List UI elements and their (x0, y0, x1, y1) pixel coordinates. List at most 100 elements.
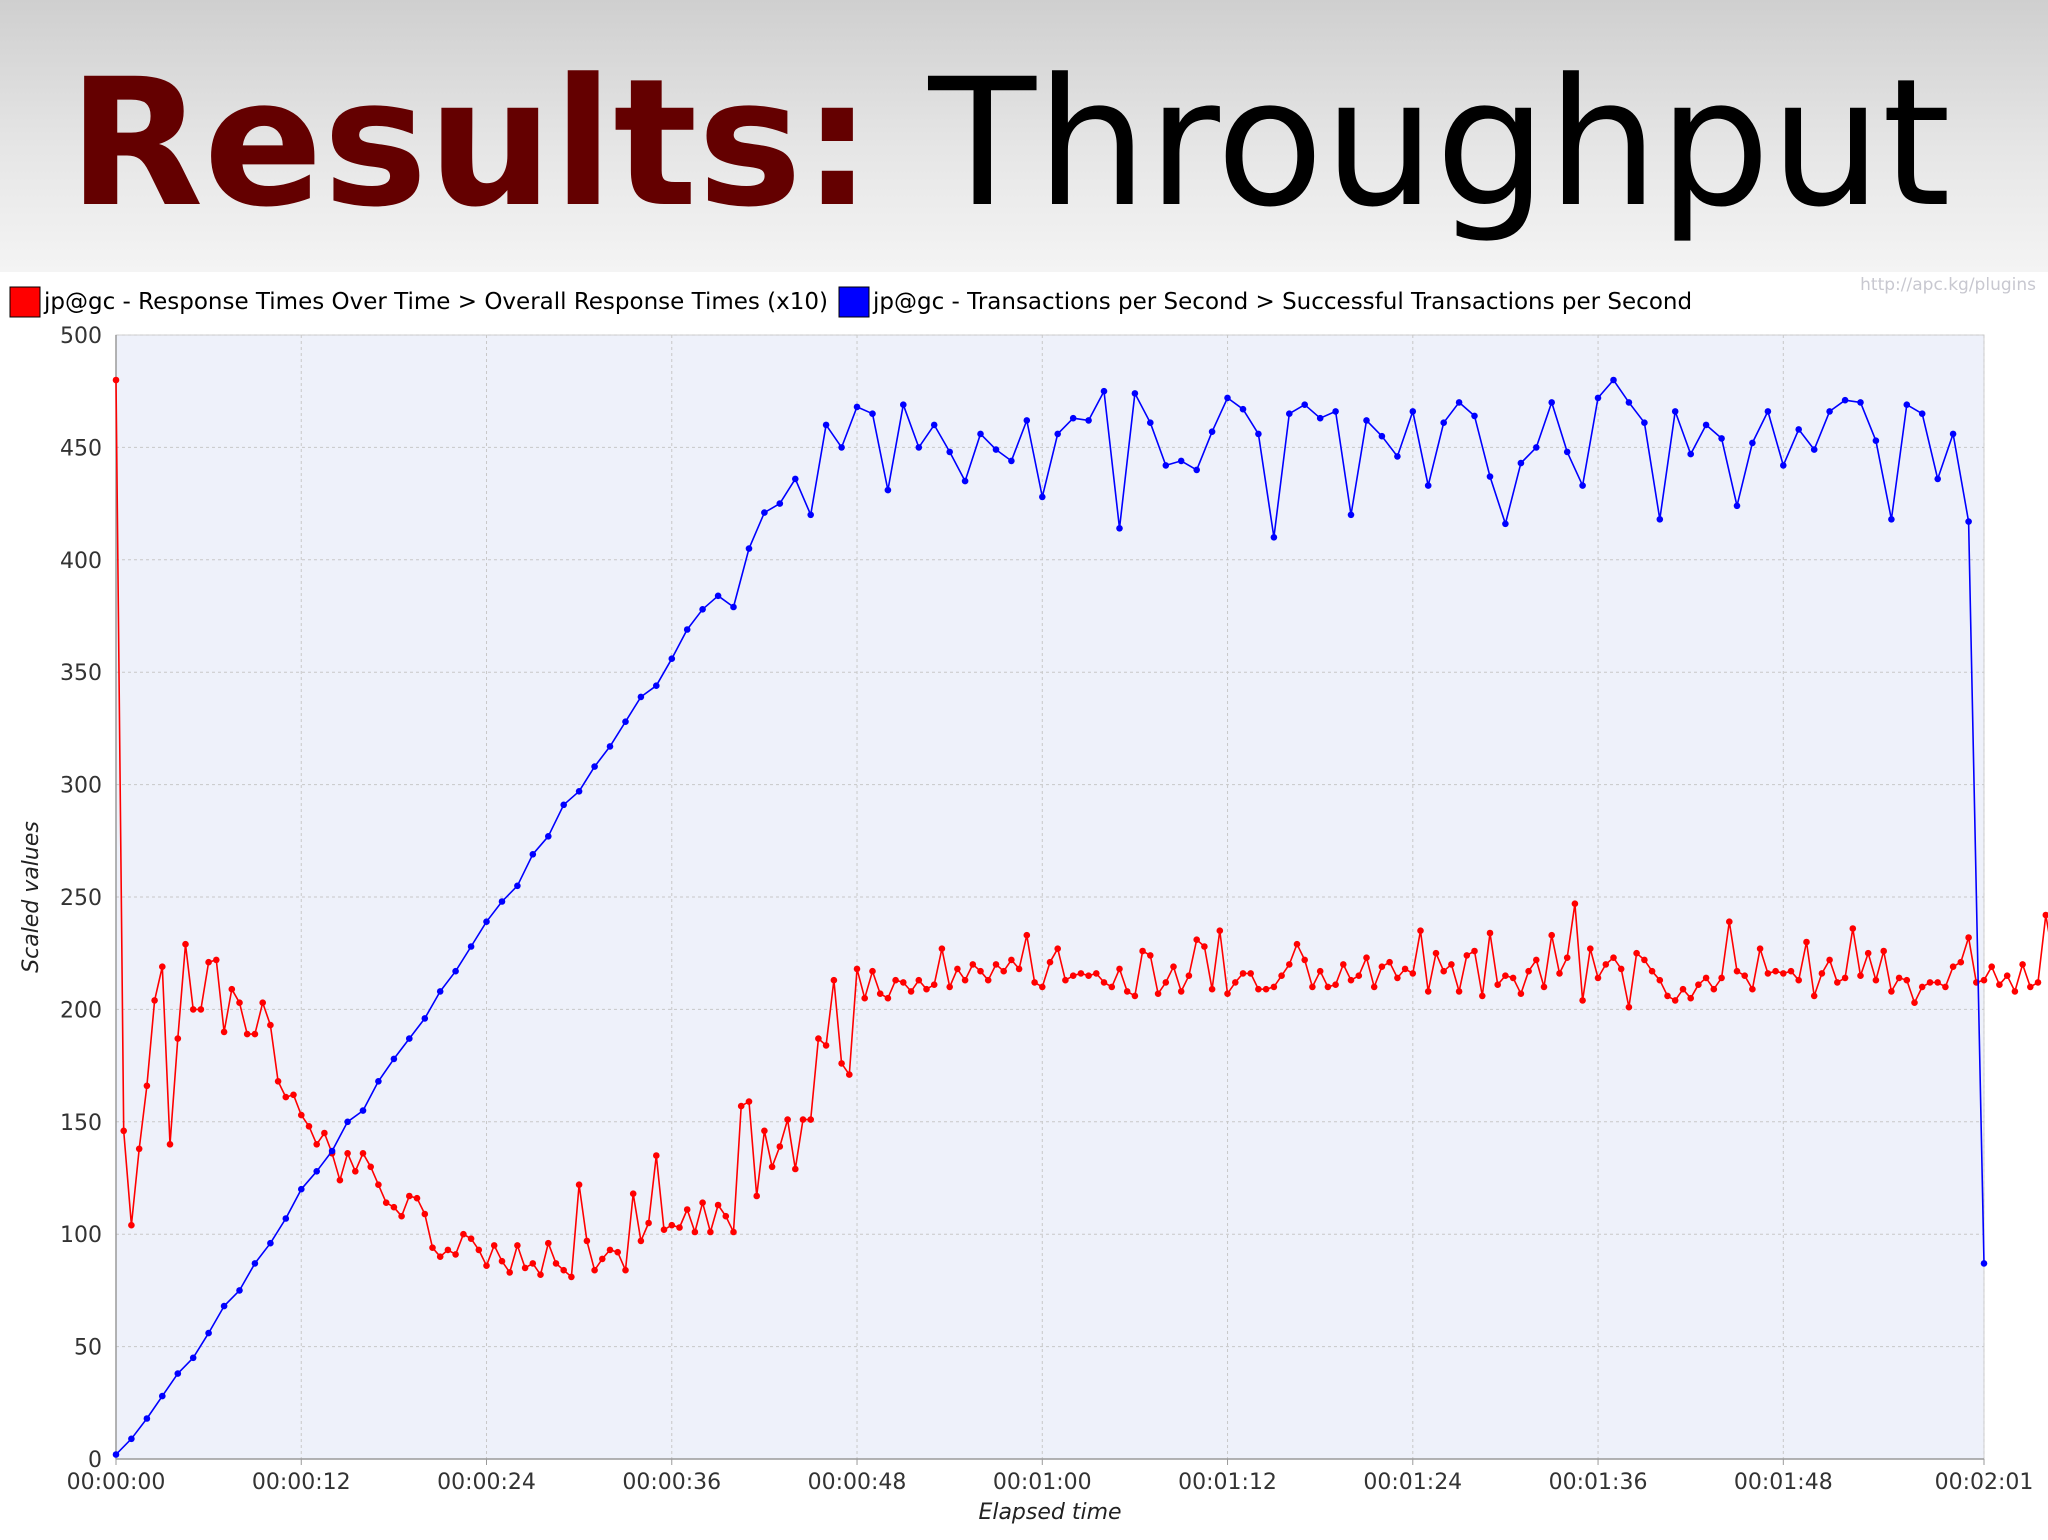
data-point (1394, 975, 1401, 982)
data-point (1417, 927, 1424, 934)
data-point (1116, 966, 1123, 973)
data-point (576, 1181, 583, 1188)
data-point (1687, 995, 1694, 1002)
data-point (939, 945, 946, 952)
data-point (962, 977, 969, 984)
data-point (406, 1193, 413, 1200)
data-point (1618, 966, 1625, 973)
data-point (715, 593, 722, 600)
data-point (1487, 473, 1494, 480)
data-point (1062, 977, 1069, 984)
data-point (1456, 988, 1463, 995)
data-point (1780, 970, 1787, 977)
y-tick-label: 350 (60, 661, 102, 686)
data-point (113, 1451, 120, 1458)
data-point (1031, 979, 1038, 986)
y-tick-label: 250 (60, 886, 102, 911)
y-tick-label: 200 (60, 998, 102, 1023)
data-point (1332, 981, 1339, 988)
data-point (622, 718, 629, 725)
y-tick-label: 300 (60, 774, 102, 799)
data-point (885, 487, 892, 494)
data-point (1595, 395, 1602, 402)
data-point (283, 1094, 290, 1101)
x-axis-label: Elapsed time (978, 1500, 1121, 1525)
data-point (1734, 968, 1741, 975)
data-point (1440, 968, 1447, 975)
x-tick-label: 00:00:48 (808, 1470, 907, 1495)
data-point (1749, 986, 1756, 993)
data-point (1564, 449, 1571, 456)
data-point (1726, 918, 1733, 925)
data-point (676, 1224, 683, 1231)
data-point (182, 941, 189, 948)
data-point (1101, 979, 1108, 986)
data-point (823, 422, 830, 429)
data-point (1070, 972, 1077, 979)
data-point (1780, 462, 1787, 469)
data-point (1085, 972, 1092, 979)
data-point (159, 963, 166, 970)
data-point (1556, 970, 1563, 977)
data-point (221, 1029, 228, 1036)
data-point (1024, 417, 1031, 424)
data-point (1633, 950, 1640, 957)
data-point (1193, 936, 1200, 943)
data-point (537, 1271, 544, 1278)
data-point (1379, 963, 1386, 970)
data-point (1039, 494, 1046, 501)
data-point (1286, 410, 1293, 417)
data-point (1672, 997, 1679, 1004)
data-point (1695, 981, 1702, 988)
data-point (1340, 961, 1347, 968)
data-point (1163, 462, 1170, 469)
data-point (993, 961, 1000, 968)
data-point (1826, 957, 1833, 964)
data-point (2043, 912, 2048, 919)
data-point (1456, 399, 1463, 406)
data-point (784, 1116, 791, 1123)
data-point (769, 1164, 776, 1171)
data-point (653, 1152, 660, 1159)
data-point (869, 410, 876, 417)
data-point (360, 1107, 367, 1114)
legend-swatch-response (10, 287, 40, 317)
data-point (290, 1092, 297, 1099)
data-point (1294, 941, 1301, 948)
data-point (684, 626, 691, 633)
data-point (1865, 950, 1872, 957)
data-point (1548, 932, 1555, 939)
slide-header: Results: Throughput (0, 0, 2048, 272)
data-point (970, 961, 977, 968)
data-point (815, 1035, 822, 1042)
data-point (954, 966, 961, 973)
data-point (1116, 525, 1123, 532)
data-point (244, 1031, 251, 1038)
data-point (375, 1181, 382, 1188)
data-point (1047, 959, 1054, 966)
data-point (1186, 972, 1193, 979)
data-point (1772, 968, 1779, 975)
data-point (530, 1260, 537, 1267)
data-point (1919, 410, 1926, 417)
slide-title-rest: Throughput (873, 41, 1951, 246)
data-point (1518, 460, 1525, 467)
data-point (252, 1031, 259, 1038)
data-point (483, 1262, 490, 1269)
data-point (1271, 984, 1278, 991)
data-point (1363, 417, 1370, 424)
data-point (1911, 999, 1918, 1006)
data-point (591, 1267, 598, 1274)
legend-label-response: jp@gc - Response Times Over Time > Overa… (43, 289, 828, 315)
data-point (1888, 516, 1895, 523)
data-point (1209, 986, 1216, 993)
data-point (113, 377, 120, 384)
data-point (1217, 927, 1224, 934)
data-point (514, 883, 521, 890)
data-point (560, 802, 567, 809)
data-point (1356, 972, 1363, 979)
data-point (1224, 990, 1231, 997)
data-point (1641, 957, 1648, 964)
